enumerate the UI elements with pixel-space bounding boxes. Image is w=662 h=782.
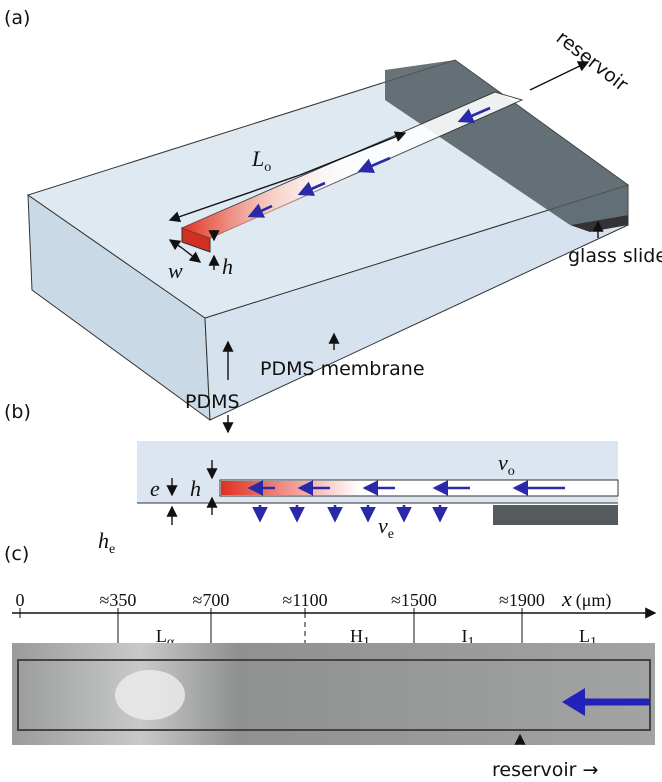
axis-tick-label: ≈350 [100, 590, 137, 610]
phase-sub: 1 [468, 635, 475, 650]
phase-label: L1 [579, 626, 597, 650]
phase-name: I [462, 626, 468, 646]
h-label: h [190, 476, 201, 501]
axis-tick-label: ≈1500 [391, 590, 437, 610]
axis-tick-label: 0 [16, 590, 25, 610]
panel-label: (a) [4, 7, 30, 29]
length-label: Lo [251, 146, 271, 175]
phase-name: L [579, 626, 590, 646]
he-label: he [98, 528, 115, 557]
ve-label: ve [378, 513, 394, 542]
phase-sub: 1 [590, 635, 597, 650]
phase-name: L [156, 626, 167, 646]
glass-slide [493, 505, 618, 525]
height-label: h [222, 254, 233, 279]
phase-label: H1 [350, 626, 370, 650]
phase-label: I1 [462, 626, 475, 650]
axis-label: x (μm) [561, 586, 611, 611]
e-label: e [150, 476, 160, 501]
pdms-label: PDMS [185, 391, 240, 413]
axis-tick-label: ≈700 [193, 590, 230, 610]
axis-tick-label: ≈1900 [499, 590, 545, 610]
panel-label: (b) [4, 401, 31, 423]
membrane-label: PDMS membrane [260, 358, 425, 380]
phase-sub: 1 [363, 635, 370, 650]
vo-label: vo [498, 450, 515, 479]
phase-name: H [350, 626, 363, 646]
phase-label: Lα [156, 626, 175, 650]
reservoir-label: reservoir [552, 27, 632, 96]
phase-sub: α [167, 635, 175, 650]
panel-label: (c) [4, 543, 29, 565]
width-label: w [168, 258, 183, 283]
channel [180, 91, 524, 253]
axis-tick-label: ≈1100 [282, 590, 327, 610]
glass-slide-label: glass slide [568, 245, 662, 267]
slab [26, 59, 630, 422]
reservoir-label: reservoir → [492, 759, 598, 781]
